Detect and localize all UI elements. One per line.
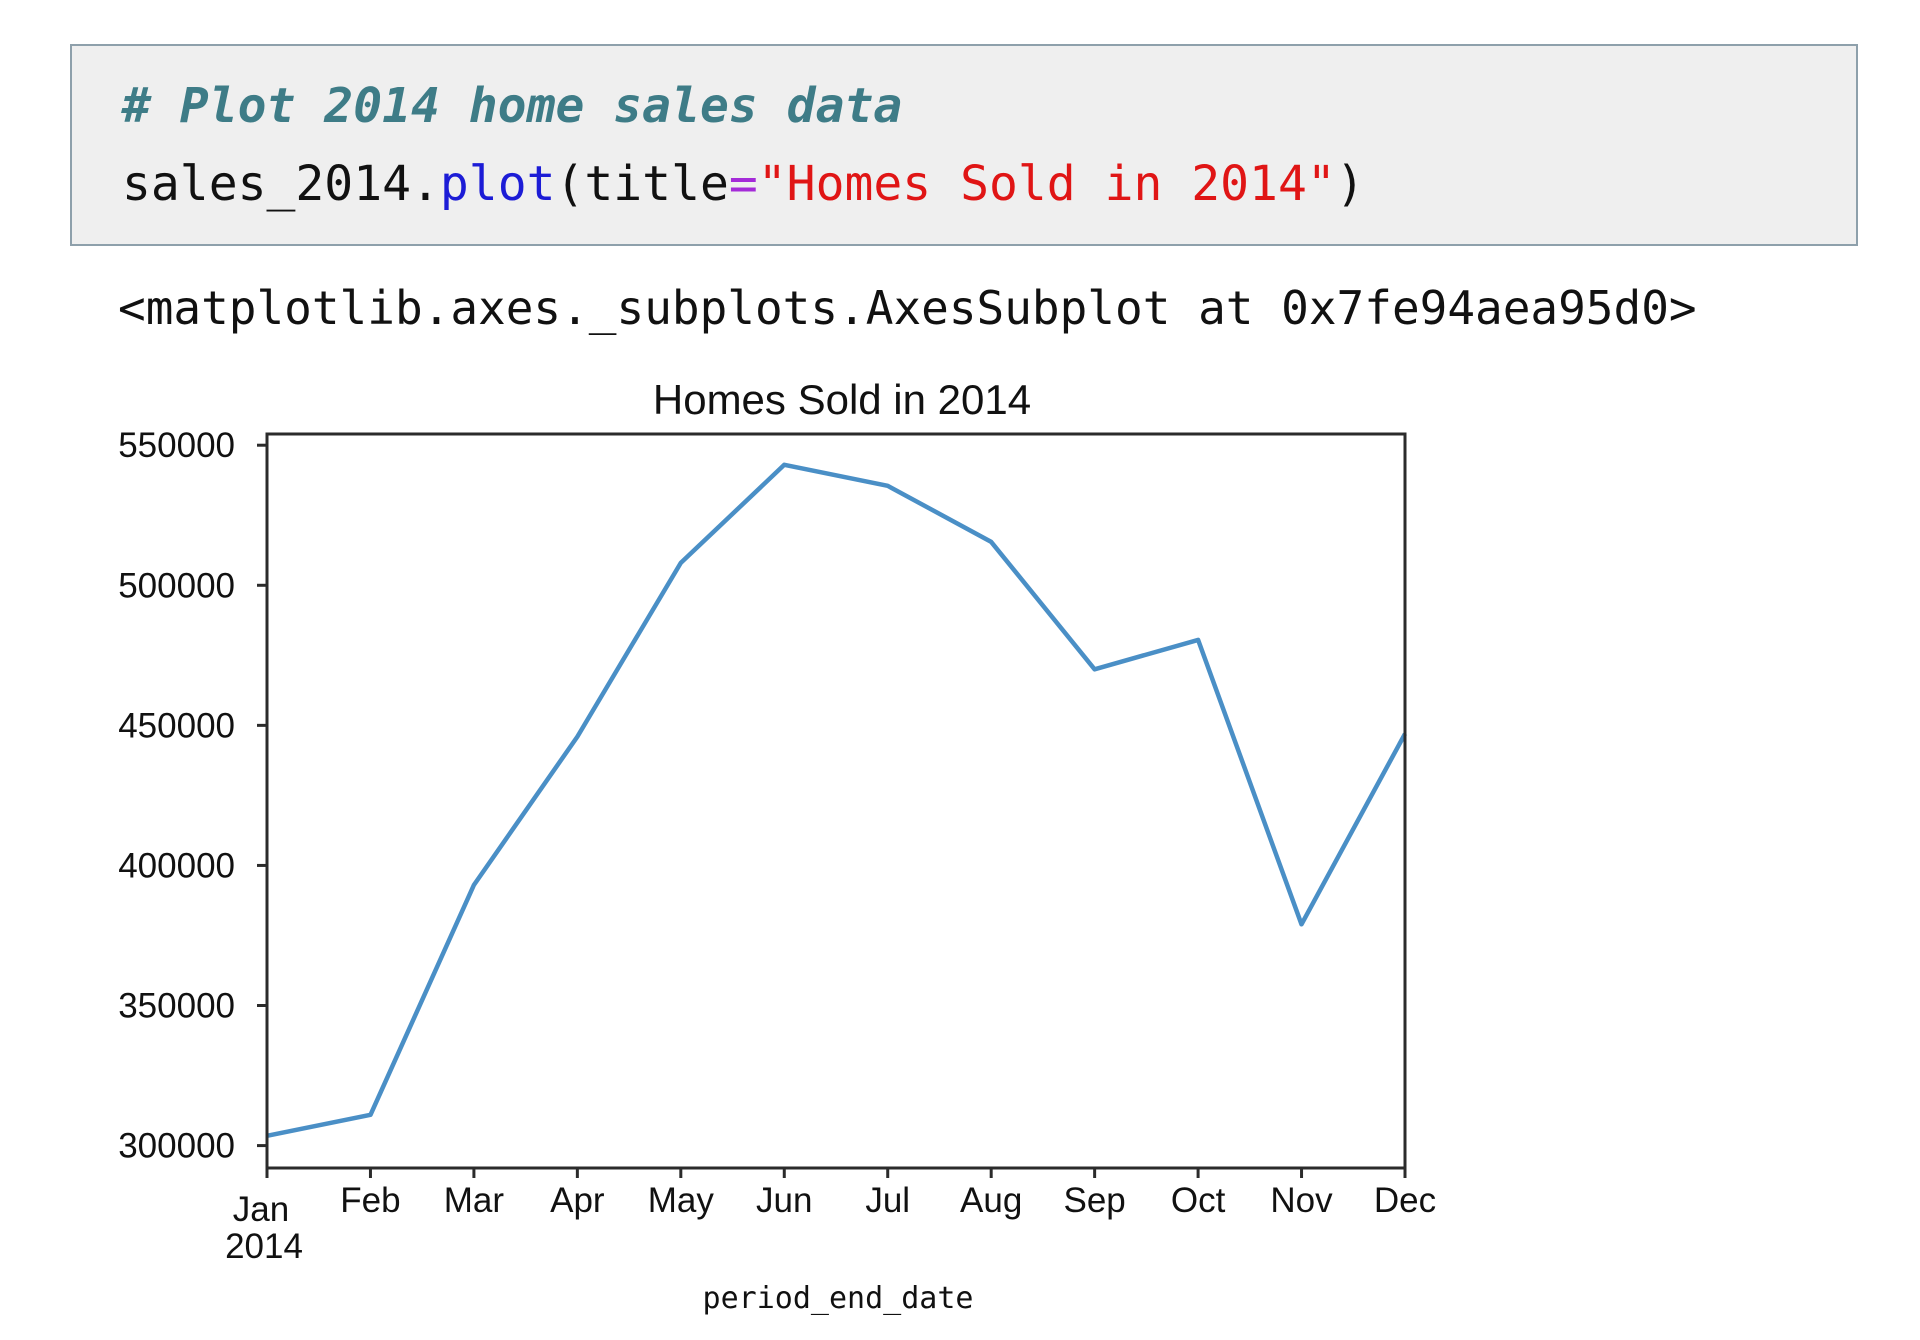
code-object: sales_2014. [122, 156, 440, 212]
x-tick-label: Jun [756, 1181, 812, 1220]
code-equals: = [728, 156, 758, 212]
code-comment: # Plot 2014 home sales data [122, 78, 903, 134]
x-tick-label: Feb [340, 1181, 400, 1220]
x-year-label: 2014 [225, 1227, 303, 1266]
code-close-paren: ) [1335, 156, 1365, 212]
plot-frame [265, 432, 1407, 1170]
x-tick-label: Dec [1374, 1181, 1436, 1220]
y-tick-label: 500000 [118, 566, 235, 605]
y-tick-label: 350000 [118, 987, 235, 1026]
x-tick-label: Aug [960, 1181, 1022, 1220]
code-method: plot [439, 156, 556, 212]
y-tick-label: 450000 [118, 706, 235, 745]
x-tick-label: Mar [444, 1181, 505, 1220]
y-tick-label: 550000 [118, 426, 235, 465]
x-axis-label: period_end_date [703, 1281, 974, 1316]
x-tick-label: Nov [1270, 1181, 1333, 1220]
output-repr: <matplotlib.axes._subplots.AxesSubplot a… [118, 281, 1697, 335]
code-open-paren: (title [555, 156, 729, 212]
x-tick-label: Sep [1063, 1181, 1125, 1220]
code-statement: sales_2014.plot(title="Homes Sold in 201… [122, 160, 1365, 208]
x-tick-label: Jan [233, 1190, 289, 1229]
x-tick-label: Oct [1171, 1181, 1226, 1220]
y-tick-label: 300000 [118, 1127, 235, 1166]
x-tick-label: May [648, 1181, 715, 1220]
x-axis: Jan Feb Mar Apr May Jun Jul Aug Sep Oct Nov Dec [233, 1168, 1436, 1229]
series-line [266, 462, 1407, 1139]
code-string: "Homes Sold in 2014" [757, 156, 1336, 212]
chart-title: Homes Sold in 2014 [653, 376, 1031, 423]
y-tick-label: 400000 [118, 846, 235, 885]
x-tick-label: Jul [865, 1181, 910, 1220]
code-cell[interactable]: # Plot 2014 home sales data sales_2014.p… [70, 44, 1858, 246]
x-tick-label: Apr [550, 1181, 605, 1220]
y-axis: 300000 350000 400000 450000 500000 550000 [118, 426, 267, 1166]
